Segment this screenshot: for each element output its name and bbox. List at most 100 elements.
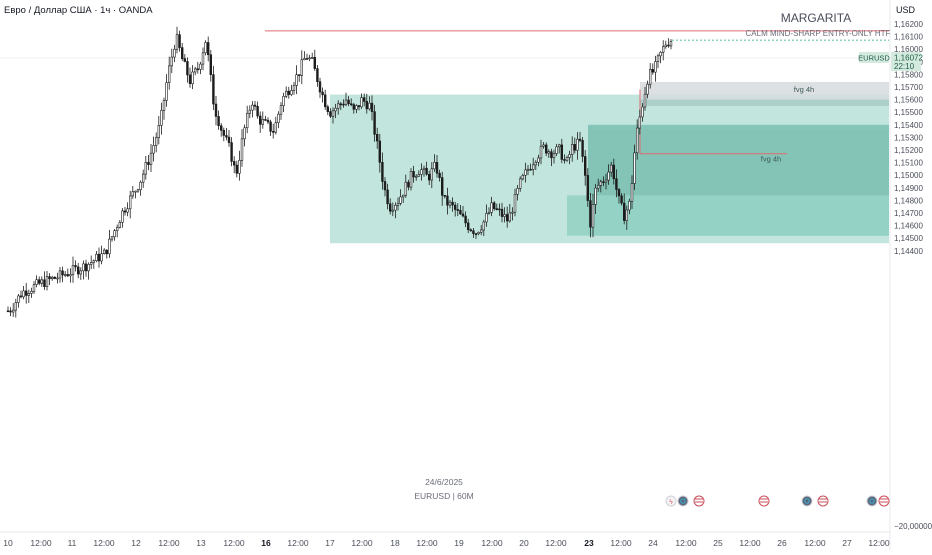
candle-body xyxy=(90,262,93,265)
candle-body xyxy=(19,295,23,298)
candle-body xyxy=(344,99,348,105)
us-flag-icon xyxy=(758,495,770,507)
candle-body xyxy=(183,58,186,62)
candle-body xyxy=(375,134,379,142)
candle-body xyxy=(277,113,280,124)
candle-body xyxy=(472,230,475,234)
candle-body xyxy=(547,151,551,154)
candle-body xyxy=(625,209,629,221)
candle-body xyxy=(217,116,220,127)
candle-body xyxy=(362,97,366,102)
candle-body xyxy=(594,187,597,205)
candle-body xyxy=(404,181,407,196)
time-tick-label: 23 xyxy=(584,538,594,548)
candle-body xyxy=(175,34,179,50)
candle-body xyxy=(142,173,145,183)
price-tick-label: 1,14500 xyxy=(894,234,923,243)
time-tick-label: 12:00 xyxy=(287,538,309,548)
candle-body xyxy=(129,195,132,210)
candle-body xyxy=(225,135,228,138)
price-tick-label: 1,16000 xyxy=(894,45,923,54)
candle-body xyxy=(589,200,592,228)
candle-body xyxy=(9,310,12,313)
candle-body xyxy=(40,279,44,284)
candle-body xyxy=(295,74,298,86)
time-tick-label: 13 xyxy=(196,538,206,548)
candle-body xyxy=(453,204,457,210)
candle-body xyxy=(609,164,613,173)
candle-body xyxy=(646,83,649,95)
candle-body xyxy=(386,189,389,205)
candle-body xyxy=(373,111,376,135)
candle-body xyxy=(17,295,20,303)
candle-body xyxy=(165,82,168,101)
price-tick-label: 1,15700 xyxy=(894,83,923,92)
candle-body xyxy=(204,42,207,54)
candle-body xyxy=(422,167,426,171)
candle-body xyxy=(643,93,647,108)
candle-body xyxy=(633,152,636,184)
candle-body xyxy=(396,203,400,206)
candle-body xyxy=(568,154,571,158)
candle-body xyxy=(573,144,577,151)
candle-body xyxy=(565,157,569,161)
candle-body xyxy=(6,310,10,313)
candle-body xyxy=(266,119,270,123)
candle-body xyxy=(529,168,532,171)
candle-body xyxy=(147,161,150,165)
candle-body xyxy=(27,293,30,296)
candle-body xyxy=(560,144,564,160)
candle-body xyxy=(485,213,488,223)
candle-body xyxy=(586,175,590,201)
candle-body xyxy=(30,290,33,294)
candle-body xyxy=(261,119,264,125)
eu-flag-icon xyxy=(866,495,878,507)
candle-body xyxy=(243,127,246,140)
time-tick-label: 12:00 xyxy=(416,538,438,548)
candle-body xyxy=(264,119,267,121)
candle-body xyxy=(414,175,418,178)
candle-body xyxy=(331,110,335,117)
candle-body xyxy=(443,195,446,197)
candle-body xyxy=(490,202,493,213)
lower-pane-tick: −20,00000 xyxy=(894,522,932,531)
candle-body xyxy=(181,47,184,59)
candle-body xyxy=(87,264,90,272)
candle-body xyxy=(58,270,62,279)
candle-body xyxy=(105,249,109,255)
candle-body xyxy=(84,263,88,272)
candle-body xyxy=(14,302,17,311)
candle-body xyxy=(664,44,668,48)
candle-body xyxy=(615,178,618,190)
candle-body xyxy=(95,253,98,262)
candle-body xyxy=(518,178,522,189)
candle-body xyxy=(531,164,535,170)
zone-overlap xyxy=(640,99,889,106)
candle-body xyxy=(199,63,202,70)
candle-body xyxy=(79,270,83,275)
time-tick-label: 12:00 xyxy=(675,538,697,548)
candle-body xyxy=(417,174,420,177)
candle-body xyxy=(37,279,41,284)
candle-body xyxy=(641,106,644,118)
candle-body xyxy=(253,104,257,107)
candle-body xyxy=(635,127,639,154)
symbol-title[interactable]: Евро / Доллар США · 1ч · OANDA xyxy=(4,5,153,16)
fvg-upper-label: fvg 4h xyxy=(794,85,814,94)
candle-body xyxy=(479,229,483,233)
candle-body xyxy=(661,46,665,53)
event-markers[interactable]: ϟ xyxy=(665,495,890,507)
time-tick-label: 12:00 xyxy=(481,538,503,548)
fvg-lower-label: fvg 4h xyxy=(761,154,781,163)
candle-body xyxy=(524,169,527,176)
candle-body xyxy=(230,142,233,162)
candle-body xyxy=(323,94,327,108)
candle-body xyxy=(349,103,353,106)
price-tick-label: 1,14600 xyxy=(894,222,923,231)
candle-body xyxy=(136,189,140,192)
candle-body xyxy=(48,276,51,280)
candle-body xyxy=(638,116,642,129)
candle-body xyxy=(292,85,296,91)
